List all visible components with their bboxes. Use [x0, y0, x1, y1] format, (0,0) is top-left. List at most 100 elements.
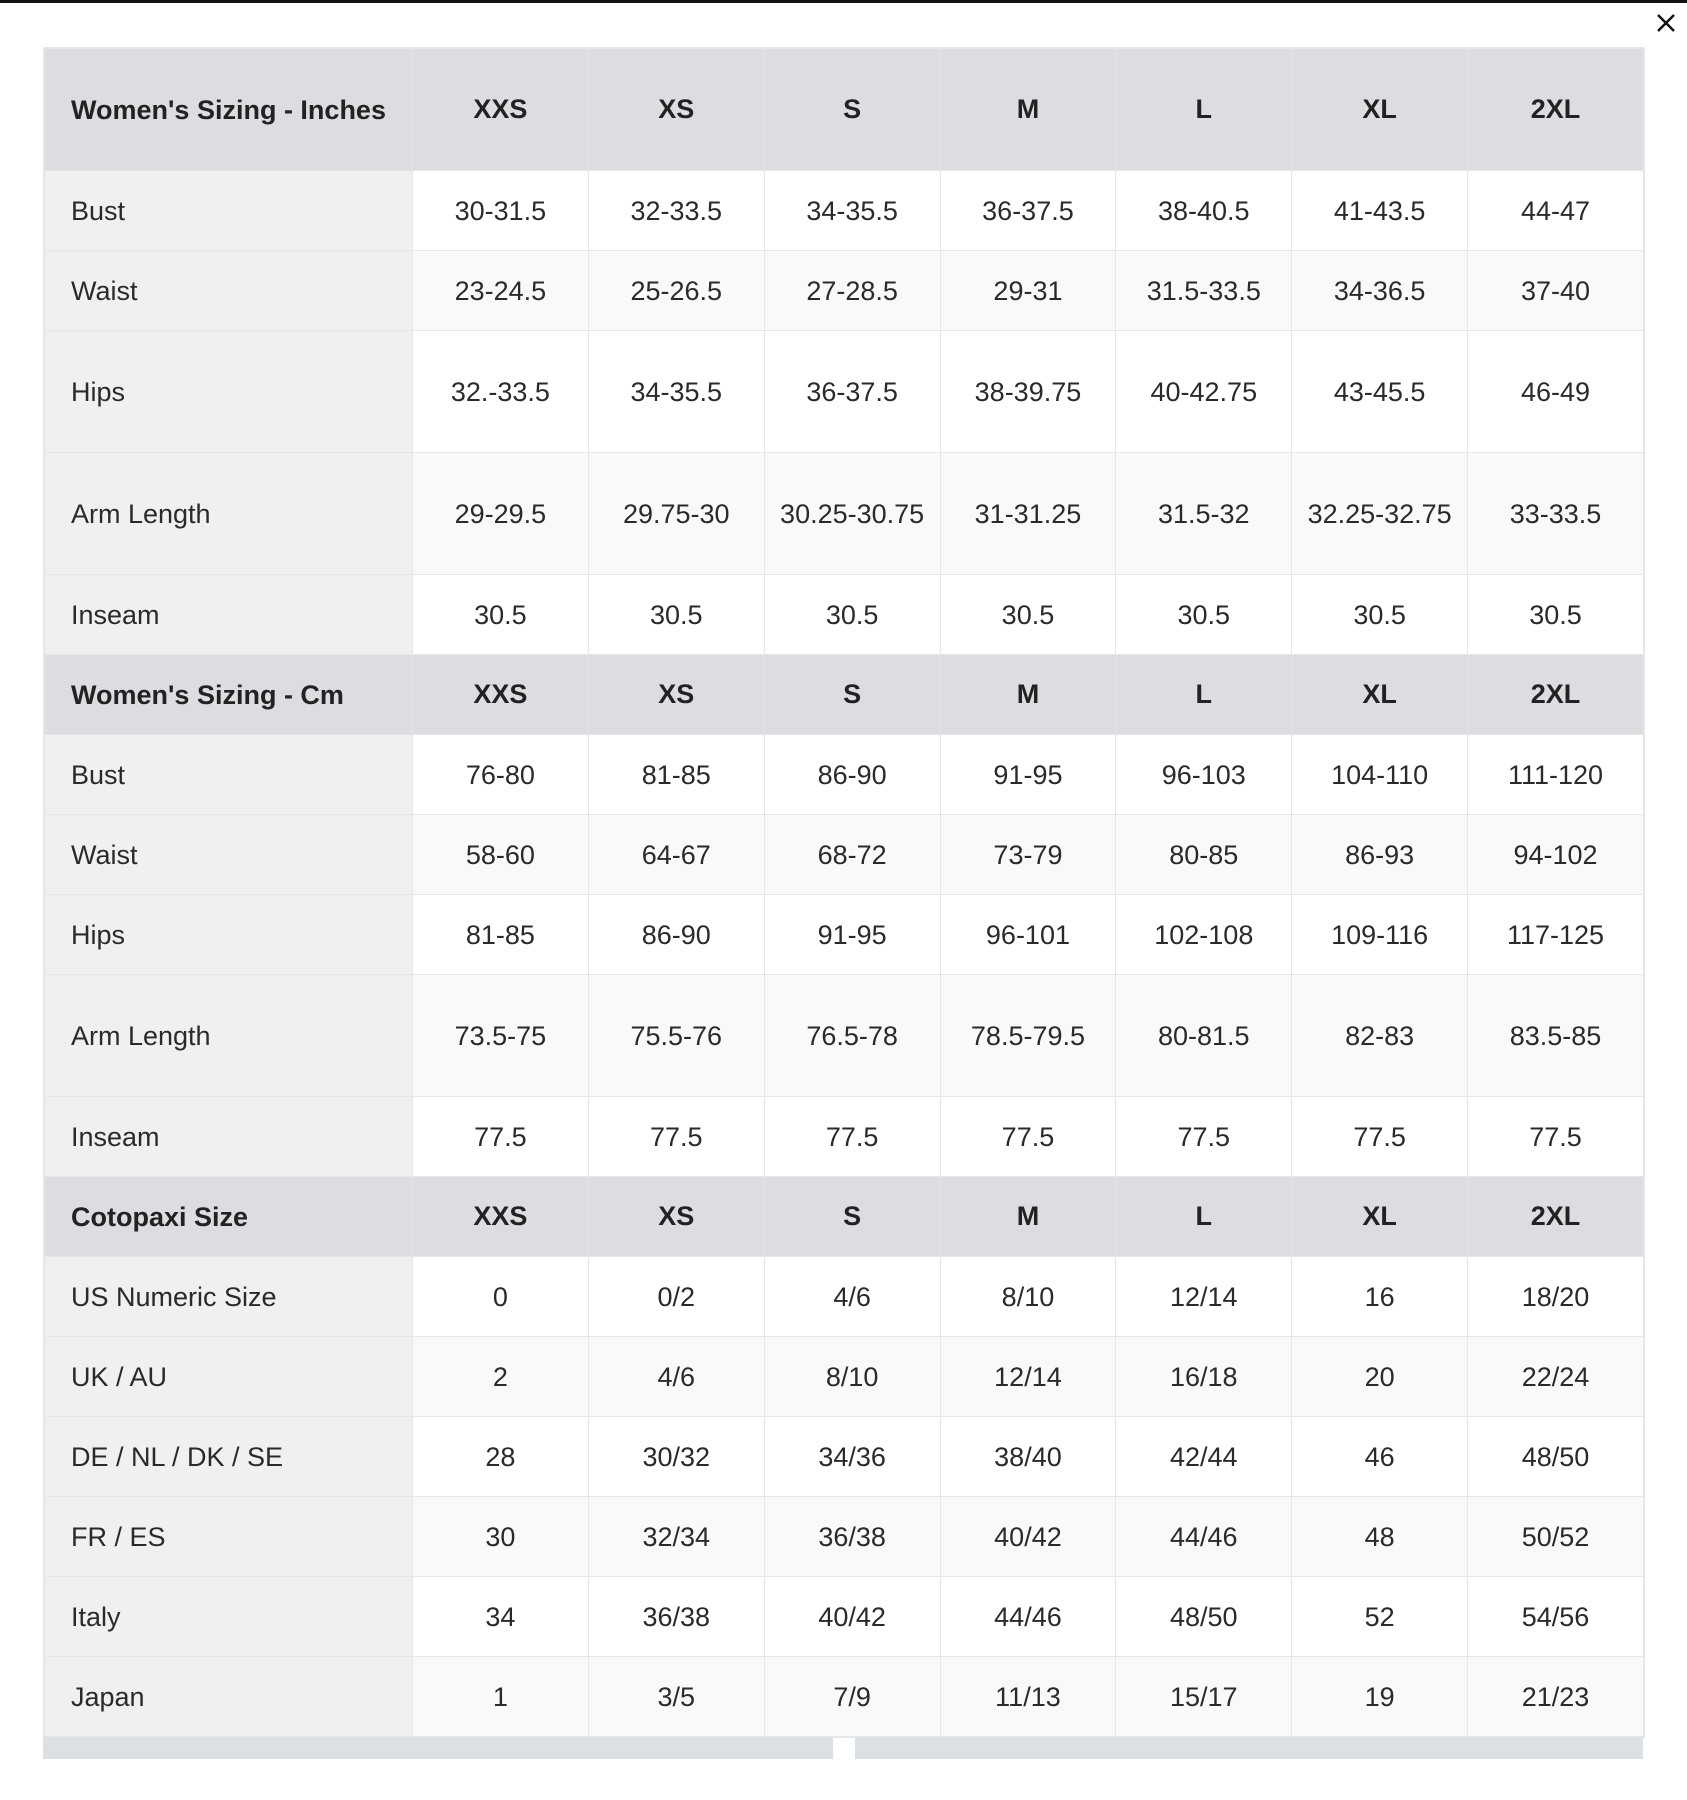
table-row: DE / NL / DK / SE 28 30/32 34/36 38/40 42/44 4…: [44, 1416, 1644, 1497]
size-value-cell: 44-47: [1467, 170, 1644, 251]
size-value-cell: 91-95: [763, 894, 941, 975]
size-value-cell: 16/18: [1115, 1336, 1293, 1417]
size-value-cell: 23-24.5: [412, 250, 589, 331]
size-value-cell: 77.5: [587, 1096, 765, 1177]
size-value-cell: 102-108: [1115, 894, 1293, 975]
table-row: Inseam 77.5 77.5 77.5 77.5 77.5 77.5 77.5: [44, 1096, 1644, 1177]
size-value-cell: 48/50: [1467, 1416, 1644, 1497]
size-value-cell: 68-72: [763, 814, 941, 895]
size-header: XL: [1291, 48, 1469, 171]
size-header: S: [763, 1176, 941, 1257]
size-value-cell: 32/34: [587, 1496, 765, 1577]
size-header: L: [1115, 48, 1293, 171]
size-value-cell: 77.5: [763, 1096, 941, 1177]
size-value-cell: 34: [412, 1576, 589, 1657]
size-value-cell: 12/14: [939, 1336, 1117, 1417]
table-row: US Numeric Size 0 0/2 4/6 8/10 12/14 16 18/20: [44, 1256, 1644, 1337]
table-row: Inseam 30.5 30.5 30.5 30.5 30.5 30.5 30.5: [44, 574, 1644, 655]
section-header-row: Cotopaxi Size XXS XS S M L XL 2XL: [44, 1176, 1644, 1257]
size-value-cell: 77.5: [412, 1096, 589, 1177]
size-value-cell: 96-103: [1115, 734, 1293, 815]
size-value-cell: 30.5: [1115, 574, 1293, 655]
row-label: Arm Length: [44, 452, 413, 575]
table-row: FR / ES 30 32/34 36/38 40/42 44/46 48 50/52: [44, 1496, 1644, 1577]
size-value-cell: 31.5-33.5: [1115, 250, 1293, 331]
size-value-cell: 94-102: [1467, 814, 1644, 895]
section-title: Cotopaxi Size: [44, 1176, 413, 1257]
size-value-cell: 80-85: [1115, 814, 1293, 895]
size-value-cell: 34/36: [763, 1416, 941, 1497]
size-value-cell: 73-79: [939, 814, 1117, 895]
size-value-cell: 4/6: [763, 1256, 941, 1337]
row-label: Waist: [44, 250, 413, 331]
size-header: S: [763, 48, 941, 171]
size-value-cell: 77.5: [1291, 1096, 1469, 1177]
horizontal-scrollbar-left[interactable]: [43, 1737, 833, 1759]
size-value-cell: 22/24: [1467, 1336, 1644, 1417]
size-value-cell: 25-26.5: [587, 250, 765, 331]
size-value-cell: 31-31.25: [939, 452, 1117, 575]
row-label: Hips: [44, 330, 413, 453]
size-value-cell: 38-39.75: [939, 330, 1117, 453]
size-value-cell: 96-101: [939, 894, 1117, 975]
size-value-cell: 15/17: [1115, 1656, 1293, 1737]
horizontal-scrollbar-right[interactable]: [855, 1737, 1643, 1759]
size-value-cell: 30.5: [412, 574, 589, 655]
size-value-cell: 2: [412, 1336, 589, 1417]
size-value-cell: 48/50: [1115, 1576, 1293, 1657]
close-icon[interactable]: [1652, 9, 1680, 37]
size-value-cell: 41-43.5: [1291, 170, 1469, 251]
size-value-cell: 3/5: [587, 1656, 765, 1737]
row-label: Arm Length: [44, 974, 413, 1097]
size-value-cell: 0: [412, 1256, 589, 1337]
row-label: Hips: [44, 894, 413, 975]
size-value-cell: 40-42.75: [1115, 330, 1293, 453]
size-value-cell: 81-85: [587, 734, 765, 815]
size-header: XXS: [412, 1176, 589, 1257]
table-row: Hips 32.-33.5 34-35.5 36-37.5 38-39.75 40-42.…: [44, 330, 1644, 453]
size-value-cell: 18/20: [1467, 1256, 1644, 1337]
size-value-cell: 78.5-79.5: [939, 974, 1117, 1097]
size-value-cell: 40/42: [939, 1496, 1117, 1577]
size-value-cell: 21/23: [1467, 1656, 1644, 1737]
size-value-cell: 44/46: [939, 1576, 1117, 1657]
size-header: M: [939, 1176, 1117, 1257]
size-value-cell: 86-90: [763, 734, 941, 815]
size-header: XS: [587, 48, 765, 171]
row-label: FR / ES: [44, 1496, 413, 1577]
size-value-cell: 86-93: [1291, 814, 1469, 895]
table-row: Waist 23-24.5 25-26.5 27-28.5 29-31 31.5-33.5…: [44, 250, 1644, 331]
row-label: Japan: [44, 1656, 413, 1737]
size-value-cell: 7/9: [763, 1656, 941, 1737]
size-value-cell: 58-60: [412, 814, 589, 895]
size-value-cell: 77.5: [939, 1096, 1117, 1177]
size-value-cell: 77.5: [1467, 1096, 1644, 1177]
size-value-cell: 75.5-76: [587, 974, 765, 1097]
table-row: Arm Length 29-29.5 29.75-30 30.25-30.75 31-3…: [44, 452, 1644, 575]
size-value-cell: 11/13: [939, 1656, 1117, 1737]
table-row: Bust 76-80 81-85 86-90 91-95 96-103 104-110 111…: [44, 734, 1644, 815]
size-header: L: [1115, 1176, 1293, 1257]
size-value-cell: 0/2: [587, 1256, 765, 1337]
size-value-cell: 44/46: [1115, 1496, 1293, 1577]
row-label: Bust: [44, 734, 413, 815]
size-value-cell: 30.5: [587, 574, 765, 655]
size-header: XXS: [412, 654, 589, 735]
size-value-cell: 19: [1291, 1656, 1469, 1737]
size-value-cell: 32.-33.5: [412, 330, 589, 453]
size-value-cell: 43-45.5: [1291, 330, 1469, 453]
size-header: M: [939, 654, 1117, 735]
size-header: XS: [587, 654, 765, 735]
size-chart: Women's Sizing - Inches XXS XS S M L XL 2XL Bust…: [43, 47, 1645, 1738]
table-row: Bust 30-31.5 32-33.5 34-35.5 36-37.5 38-40.5 4…: [44, 170, 1644, 251]
size-value-cell: 104-110: [1291, 734, 1469, 815]
row-label: DE / NL / DK / SE: [44, 1416, 413, 1497]
table-row: UK / AU 2 4/6 8/10 12/14 16/18 20 22/24: [44, 1336, 1644, 1417]
size-value-cell: 30.5: [763, 574, 941, 655]
size-value-cell: 8/10: [763, 1336, 941, 1417]
size-value-cell: 30-31.5: [412, 170, 589, 251]
size-value-cell: 1: [412, 1656, 589, 1737]
size-value-cell: 30: [412, 1496, 589, 1577]
size-value-cell: 54/56: [1467, 1576, 1644, 1657]
size-value-cell: 64-67: [587, 814, 765, 895]
